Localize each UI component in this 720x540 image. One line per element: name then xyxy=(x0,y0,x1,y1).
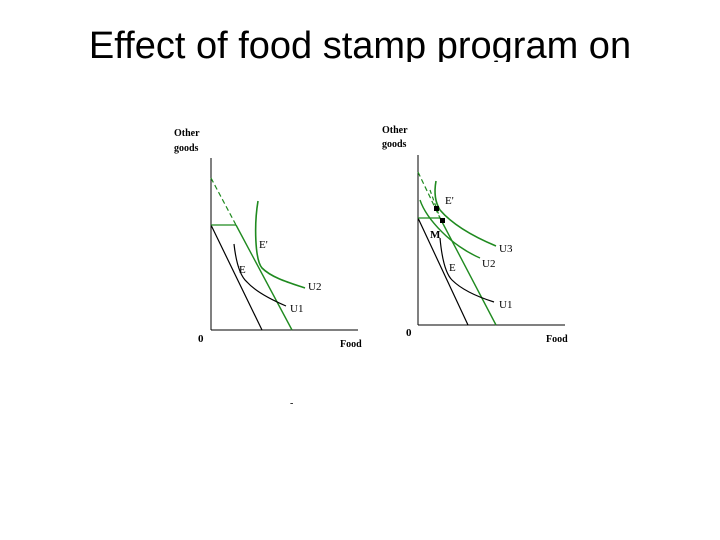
budget-line-stamp xyxy=(439,217,497,326)
indifference-curve-u3 xyxy=(434,180,497,247)
origin-label: 0 xyxy=(406,327,412,339)
budget-line-dashed xyxy=(417,171,441,219)
budget-line-stamp xyxy=(235,224,293,331)
indifference-curve-u2 xyxy=(254,200,306,289)
budget-line-original xyxy=(210,224,263,331)
indifference-curve-u1 xyxy=(439,237,495,303)
point-label-e: E xyxy=(449,262,456,274)
indifference-curve-u1 xyxy=(233,243,287,307)
curve-label-u1: U1 xyxy=(499,299,512,311)
point-label-e: E xyxy=(239,264,246,276)
y-axis-label-line1: Other xyxy=(382,125,408,136)
y-axis-label-line2: goods xyxy=(174,143,199,154)
diagram-right: Other goods 0 Food E' M E U3 U2 U1 xyxy=(382,125,568,345)
origin-label: 0 xyxy=(198,333,204,345)
point-label-m: M xyxy=(430,229,441,241)
budget-line-original xyxy=(417,217,469,326)
curve-label-u1: U1 xyxy=(290,303,303,315)
budget-line-cash-extension xyxy=(429,189,441,219)
y-axis-label-line1: Other xyxy=(174,128,200,139)
x-axis-label: Food xyxy=(546,334,568,345)
point-marker-e-prime xyxy=(434,206,439,211)
slide-title: Effect of food stamp program on xyxy=(88,25,632,62)
footnote-mark: - xyxy=(290,398,293,409)
y-axis-label-line2: goods xyxy=(382,139,407,150)
diagram-left: Other goods 0 Food E' E U2 U1 xyxy=(174,128,362,350)
point-marker-m xyxy=(440,218,445,223)
indifference-curve-u2 xyxy=(419,199,481,259)
budget-line-dashed xyxy=(210,177,237,226)
x-axis-label: Food xyxy=(340,339,362,350)
curve-label-u2: U2 xyxy=(482,258,495,270)
point-label-e-prime: E' xyxy=(259,239,268,251)
curve-label-u2: U2 xyxy=(308,281,321,293)
curve-label-u3: U3 xyxy=(499,243,513,255)
point-label-e-prime: E' xyxy=(445,195,454,207)
